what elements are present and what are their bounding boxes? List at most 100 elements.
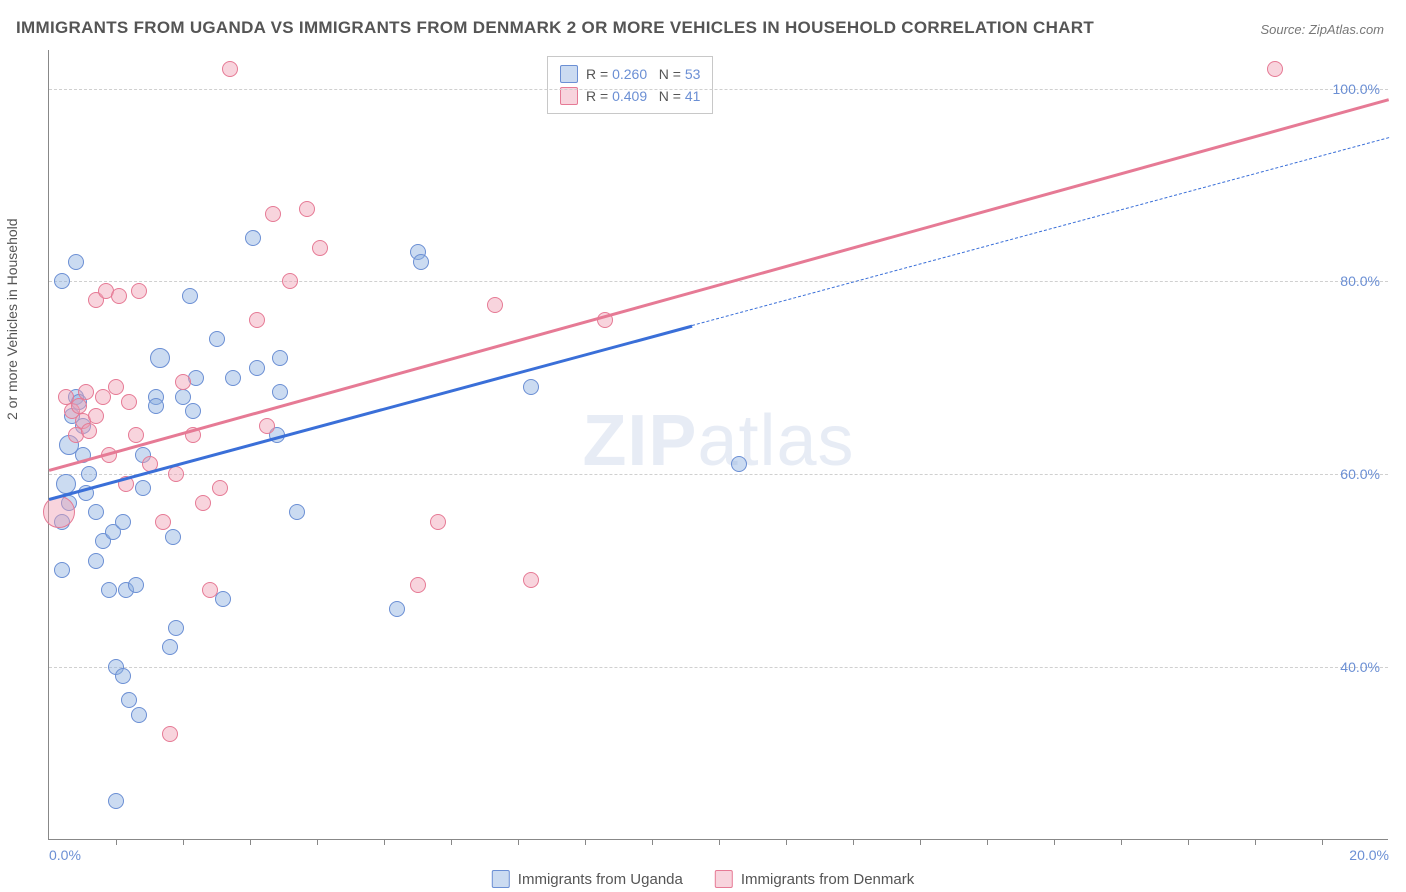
scatter-point — [299, 201, 315, 217]
x-tick-mark — [1322, 839, 1323, 845]
scatter-point — [209, 331, 225, 347]
scatter-point — [88, 504, 104, 520]
scatter-point — [259, 418, 275, 434]
scatter-point — [131, 707, 147, 723]
scatter-point — [71, 398, 87, 414]
x-tick-mark — [719, 839, 720, 845]
scatter-point — [523, 379, 539, 395]
x-tick-mark — [1054, 839, 1055, 845]
x-tick-mark — [384, 839, 385, 845]
scatter-point — [168, 466, 184, 482]
x-tick-mark — [920, 839, 921, 845]
y-tick-label: 40.0% — [1340, 659, 1380, 675]
x-tick-mark — [451, 839, 452, 845]
legend-swatch — [560, 65, 578, 83]
scatter-point — [175, 389, 191, 405]
scatter-point — [162, 726, 178, 742]
scatter-point — [131, 283, 147, 299]
scatter-point — [175, 374, 191, 390]
x-tick-mark — [652, 839, 653, 845]
scatter-point — [115, 668, 131, 684]
x-tick-mark — [116, 839, 117, 845]
trend-line-extrapolated — [692, 137, 1389, 326]
scatter-point — [101, 582, 117, 598]
gridline — [49, 89, 1388, 90]
x-tick-mark — [1188, 839, 1189, 845]
scatter-point — [81, 423, 97, 439]
watermark: ZIPatlas — [582, 399, 854, 481]
gridline — [49, 667, 1388, 668]
gridline — [49, 281, 1388, 282]
scatter-point — [150, 348, 170, 368]
scatter-point — [68, 254, 84, 270]
x-tick-mark — [317, 839, 318, 845]
scatter-point — [249, 312, 265, 328]
scatter-point — [108, 793, 124, 809]
scatter-point — [413, 254, 429, 270]
scatter-point — [185, 403, 201, 419]
scatter-point — [115, 514, 131, 530]
legend-swatch — [715, 870, 733, 888]
x-tick-mark — [585, 839, 586, 845]
x-tick-mark — [853, 839, 854, 845]
x-tick-mark — [1255, 839, 1256, 845]
chart-title: IMMIGRANTS FROM UGANDA VS IMMIGRANTS FRO… — [16, 18, 1094, 38]
x-tick-mark — [518, 839, 519, 845]
y-tick-label: 60.0% — [1340, 466, 1380, 482]
scatter-point — [78, 384, 94, 400]
y-tick-label: 100.0% — [1333, 81, 1380, 97]
scatter-point — [121, 394, 137, 410]
legend-label: Immigrants from Denmark — [741, 871, 914, 888]
y-tick-label: 80.0% — [1340, 273, 1380, 289]
scatter-point — [410, 577, 426, 593]
x-tick-mark — [183, 839, 184, 845]
scatter-point — [245, 230, 261, 246]
scatter-point — [135, 480, 151, 496]
legend-stat-text: R = 0.260 N = 53 — [586, 63, 700, 85]
legend-label: Immigrants from Uganda — [518, 871, 683, 888]
scatter-point — [148, 398, 164, 414]
scatter-point — [225, 370, 241, 386]
source-label: Source: ZipAtlas.com — [1260, 22, 1384, 37]
scatter-point — [88, 408, 104, 424]
scatter-point — [108, 379, 124, 395]
scatter-point — [155, 514, 171, 530]
scatter-point — [430, 514, 446, 530]
legend-stat-row: R = 0.260 N = 53 — [560, 63, 700, 85]
gridline — [49, 474, 1388, 475]
trend-line — [49, 98, 1390, 471]
legend-stats: R = 0.260 N = 53R = 0.409 N = 41 — [547, 56, 713, 114]
legend-item: Immigrants from Denmark — [715, 870, 914, 888]
scatter-point — [162, 639, 178, 655]
scatter-point — [212, 480, 228, 496]
scatter-point — [222, 61, 238, 77]
legend-item: Immigrants from Uganda — [492, 870, 683, 888]
scatter-point — [487, 297, 503, 313]
scatter-point — [282, 273, 298, 289]
scatter-point — [249, 360, 265, 376]
x-tick-mark — [1121, 839, 1122, 845]
scatter-point — [265, 206, 281, 222]
scatter-point — [165, 529, 181, 545]
scatter-point — [88, 553, 104, 569]
scatter-point — [272, 384, 288, 400]
scatter-point — [215, 591, 231, 607]
scatter-point — [272, 350, 288, 366]
scatter-point — [731, 456, 747, 472]
legend-swatch — [560, 87, 578, 105]
x-tick-mark — [987, 839, 988, 845]
scatter-point — [128, 427, 144, 443]
x-tick-label: 20.0% — [1349, 847, 1389, 863]
scatter-point — [523, 572, 539, 588]
scatter-point — [54, 273, 70, 289]
scatter-point — [195, 495, 211, 511]
scatter-point — [43, 496, 75, 528]
x-tick-label: 0.0% — [49, 847, 81, 863]
scatter-point — [312, 240, 328, 256]
scatter-point — [202, 582, 218, 598]
scatter-point — [389, 601, 405, 617]
scatter-point — [168, 620, 184, 636]
scatter-point — [111, 288, 127, 304]
x-tick-mark — [250, 839, 251, 845]
scatter-point — [182, 288, 198, 304]
